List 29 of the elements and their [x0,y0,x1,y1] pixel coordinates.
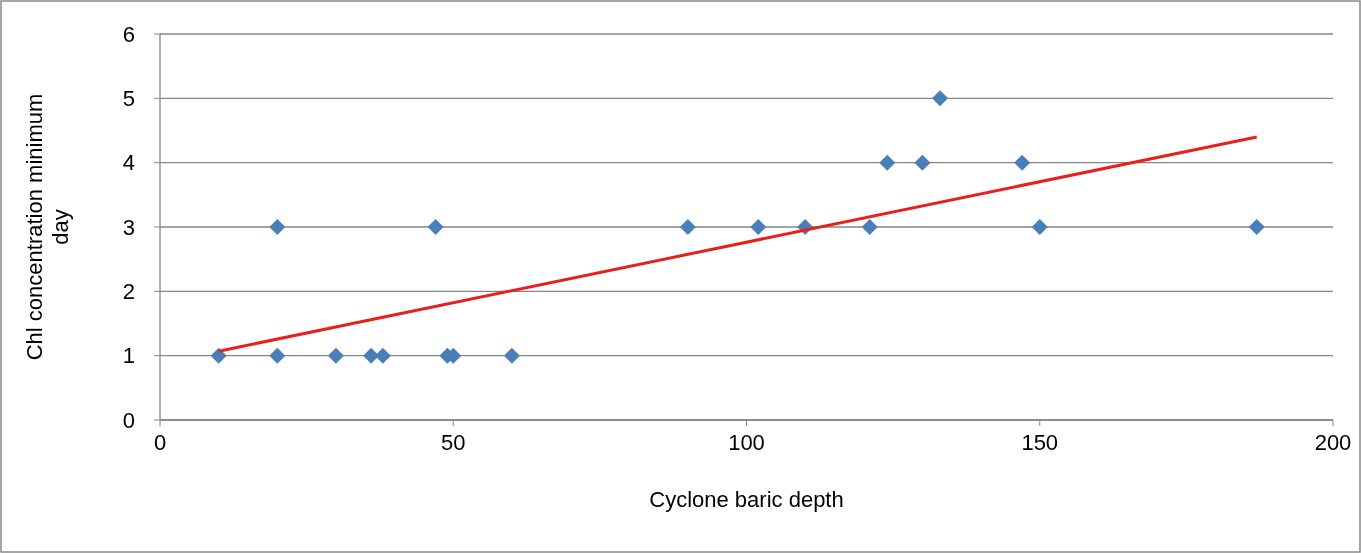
point [861,219,878,235]
y-tick-label: 1 [122,343,135,369]
point [932,90,949,107]
point [327,347,344,364]
point [1014,154,1031,171]
y-tick-label: 5 [122,86,135,112]
point [1248,219,1265,235]
y-tick-label: 4 [122,150,135,176]
point [1031,219,1048,235]
x-axis-title: Cyclone baric depth [649,487,844,512]
point [679,219,696,235]
point [750,219,767,235]
y-tick-label: 3 [122,214,135,240]
x-tick-label: 150 [1021,430,1059,455]
point [879,154,896,171]
point [503,347,520,364]
y-tick-label: 6 [122,21,135,47]
point [269,347,286,364]
y-tick-label: 2 [122,279,135,305]
x-tick-label: 0 [153,430,167,455]
y-axis-title: Chl concentration minimum day [22,93,74,361]
x-tick-label: 100 [728,430,765,455]
point [269,219,286,235]
x-tick-label: 200 [1314,430,1352,455]
point [427,219,444,235]
y-tick-label: 0 [122,407,135,433]
point [210,347,227,364]
x-tick-label: 50 [441,430,466,455]
point [914,154,931,171]
